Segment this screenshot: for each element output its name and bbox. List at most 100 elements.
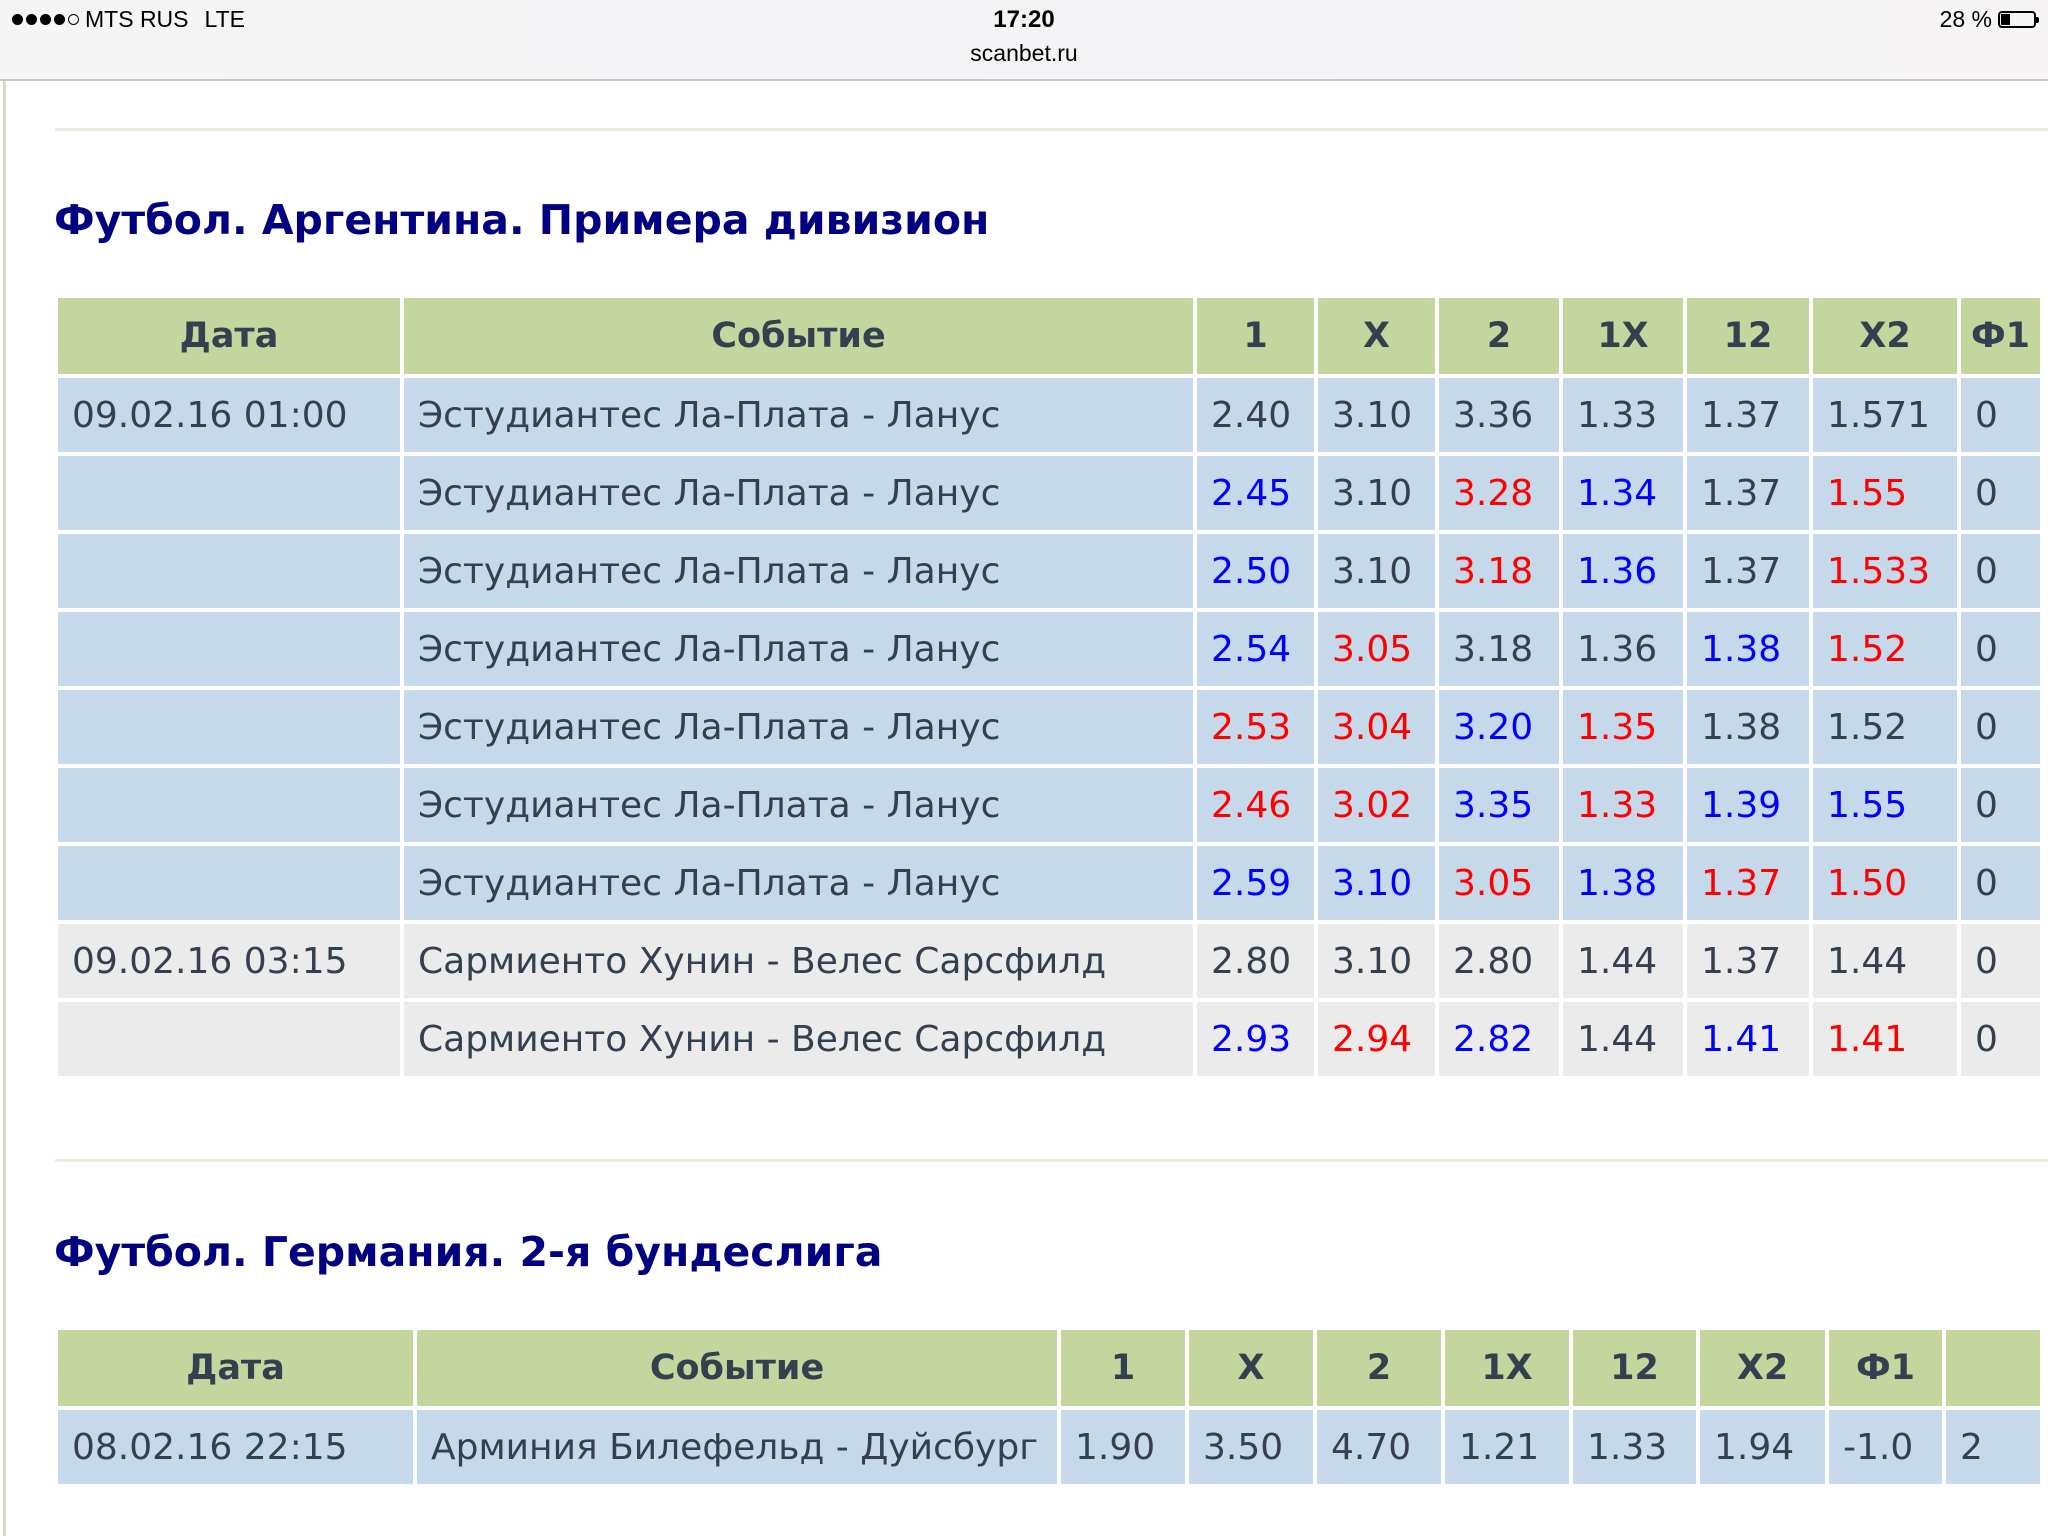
- odds-cell-odds-x2: 1.571: [1813, 378, 1957, 452]
- table-row: Эстудиантес Ла-Плата - Ланус 2.59 3.10 3.05…: [58, 846, 2040, 920]
- column-header-odds-x2[interactable]: X2: [1813, 298, 1957, 374]
- odds-cell-handicap-f1: 0: [1961, 768, 2040, 842]
- column-header-odds-x[interactable]: X: [1189, 1330, 1313, 1406]
- event-cell[interactable]: Эстудиантес Ла-Плата - Ланус: [404, 768, 1193, 842]
- date-cell: [58, 456, 400, 530]
- odds-cell-odds-x: 3.05: [1318, 612, 1435, 686]
- ios-status-bar: MTS RUS LTE 17:20 scanbet.ru 28 %: [0, 0, 2048, 81]
- odds-cell-odds-12: 1.37: [1687, 846, 1809, 920]
- column-header-odds-x2[interactable]: X2: [1700, 1330, 1825, 1406]
- odds-cell-odds-2: 3.18: [1439, 534, 1559, 608]
- event-cell[interactable]: Эстудиантес Ла-Плата - Ланус: [404, 690, 1193, 764]
- odds-cell-handicap-f1: 0: [1961, 534, 2040, 608]
- column-header-odds-2[interactable]: 2: [1317, 1330, 1441, 1406]
- odds-cell-extra: 2: [1946, 1410, 2040, 1484]
- odds-cell-odds-12: 1.41: [1687, 1002, 1809, 1076]
- odds-cell-odds-1x: 1.38: [1563, 846, 1683, 920]
- odds-cell-odds-x: 3.10: [1318, 456, 1435, 530]
- odds-cell-odds-x2: 1.41: [1813, 1002, 1957, 1076]
- odds-cell-odds-x: 2.94: [1318, 1002, 1435, 1076]
- column-header-odds-1[interactable]: 1: [1197, 298, 1314, 374]
- table-row: 09.02.16 03:15 Сармиенто Хунин - Велес Са…: [58, 924, 2040, 998]
- odds-cell-odds-x: 3.04: [1318, 690, 1435, 764]
- column-header-odds-2[interactable]: 2: [1439, 298, 1559, 374]
- odds-cell-odds-x2: 1.94: [1700, 1410, 1825, 1484]
- odds-cell-odds-2: 2.80: [1439, 924, 1559, 998]
- odds-cell-odds-1: 2.45: [1197, 456, 1314, 530]
- table-row: Эстудиантес Ла-Плата - Ланус 2.50 3.10 3.18…: [58, 534, 2040, 608]
- event-cell[interactable]: Арминия Билефельд - Дуйсбург: [417, 1410, 1057, 1484]
- table-row: 08.02.16 22:15 Арминия Билефельд - Дуйсбу…: [58, 1410, 2040, 1484]
- column-header-handicap-f1[interactable]: Ф1: [1961, 298, 2040, 374]
- odds-cell-handicap-f1: -1.0: [1829, 1410, 1942, 1484]
- section-title: Футбол. Аргентина. Примера дивизион: [54, 196, 990, 244]
- date-cell: 09.02.16 01:00: [58, 378, 400, 452]
- column-header-date[interactable]: Дата: [58, 298, 400, 374]
- table-header-row: Дата Событие 1 X 2 1X 12 X2 Ф1: [58, 298, 2040, 374]
- event-cell[interactable]: Эстудиантес Ла-Плата - Ланус: [404, 456, 1193, 530]
- odds-cell-odds-1x: 1.33: [1563, 768, 1683, 842]
- event-cell[interactable]: Сармиенто Хунин - Велес Сарсфилд: [404, 924, 1193, 998]
- odds-cell-odds-x: 3.50: [1189, 1410, 1313, 1484]
- odds-cell-odds-1: 1.90: [1061, 1410, 1185, 1484]
- event-cell[interactable]: Эстудиантес Ла-Плата - Ланус: [404, 846, 1193, 920]
- odds-cell-odds-1x: 1.21: [1445, 1410, 1569, 1484]
- odds-cell-handicap-f1: 0: [1961, 690, 2040, 764]
- odds-cell-odds-12: 1.37: [1687, 456, 1809, 530]
- odds-cell-handicap-f1: 0: [1961, 1002, 2040, 1076]
- odds-cell-odds-2: 2.82: [1439, 1002, 1559, 1076]
- odds-cell-odds-x: 3.10: [1318, 924, 1435, 998]
- odds-cell-handicap-f1: 0: [1961, 924, 2040, 998]
- column-header-odds-1x[interactable]: 1X: [1563, 298, 1683, 374]
- odds-cell-odds-x2: 1.50: [1813, 846, 1957, 920]
- odds-cell-odds-1: 2.53: [1197, 690, 1314, 764]
- date-cell: [58, 534, 400, 608]
- column-header-odds-12[interactable]: 12: [1573, 1330, 1696, 1406]
- odds-cell-odds-2: 4.70: [1317, 1410, 1441, 1484]
- table-row: Эстудиантес Ла-Плата - Ланус 2.45 3.10 3.28…: [58, 456, 2040, 530]
- odds-cell-odds-x2: 1.55: [1813, 456, 1957, 530]
- odds-cell-odds-x: 3.02: [1318, 768, 1435, 842]
- network-type: LTE: [204, 6, 245, 32]
- event-cell[interactable]: Сармиенто Хунин - Велес Сарсфилд: [404, 1002, 1193, 1076]
- event-cell[interactable]: Эстудиантес Ла-Плата - Ланус: [404, 534, 1193, 608]
- event-cell[interactable]: Эстудиантес Ла-Плата - Ланус: [404, 378, 1193, 452]
- column-header-handicap-f1[interactable]: Ф1: [1829, 1330, 1942, 1406]
- odds-cell-odds-12: 1.39: [1687, 768, 1809, 842]
- column-header-odds-1x[interactable]: 1X: [1445, 1330, 1569, 1406]
- odds-cell-odds-1: 2.93: [1197, 1002, 1314, 1076]
- battery-status: 28 %: [1939, 6, 2039, 33]
- table-header-row: Дата Событие 1 X 2 1X 12 X2 Ф1: [58, 1330, 2040, 1406]
- odds-cell-odds-1: 2.46: [1197, 768, 1314, 842]
- column-header-event[interactable]: Событие: [404, 298, 1193, 374]
- page-left-border: [3, 81, 6, 1536]
- date-cell: [58, 846, 400, 920]
- column-header-extra[interactable]: [1946, 1330, 2040, 1406]
- odds-cell-odds-1: 2.54: [1197, 612, 1314, 686]
- section-title: Футбол. Германия. 2-я бундеслига: [54, 1228, 883, 1276]
- odds-cell-odds-1x: 1.33: [1563, 378, 1683, 452]
- odds-cell-odds-1x: 1.34: [1563, 456, 1683, 530]
- column-header-odds-12[interactable]: 12: [1687, 298, 1809, 374]
- odds-cell-handicap-f1: 0: [1961, 378, 2040, 452]
- column-header-date[interactable]: Дата: [58, 1330, 413, 1406]
- column-header-event[interactable]: Событие: [417, 1330, 1057, 1406]
- event-cell[interactable]: Эстудиантес Ла-Плата - Ланус: [404, 612, 1193, 686]
- odds-cell-odds-1: 2.50: [1197, 534, 1314, 608]
- odds-cell-odds-x: 3.10: [1318, 534, 1435, 608]
- odds-cell-odds-12: 1.33: [1573, 1410, 1696, 1484]
- odds-cell-handicap-f1: 0: [1961, 456, 2040, 530]
- address-bar-url[interactable]: scanbet.ru: [970, 40, 1078, 66]
- battery-percent: 28 %: [1939, 6, 1992, 32]
- signal-strength-icon: [12, 14, 79, 25]
- odds-cell-odds-x2: 1.52: [1813, 690, 1957, 764]
- date-cell: [58, 612, 400, 686]
- odds-cell-handicap-f1: 0: [1961, 612, 2040, 686]
- odds-cell-odds-12: 1.38: [1687, 690, 1809, 764]
- odds-cell-odds-x2: 1.44: [1813, 924, 1957, 998]
- column-header-odds-x[interactable]: X: [1318, 298, 1435, 374]
- column-header-odds-1[interactable]: 1: [1061, 1330, 1185, 1406]
- odds-cell-odds-x2: 1.533: [1813, 534, 1957, 608]
- section-divider: [55, 128, 2048, 131]
- odds-table: Дата Событие 1 X 2 1X 12 X2 Ф1 09.02.16 01:00 Эсту…: [54, 294, 2044, 1080]
